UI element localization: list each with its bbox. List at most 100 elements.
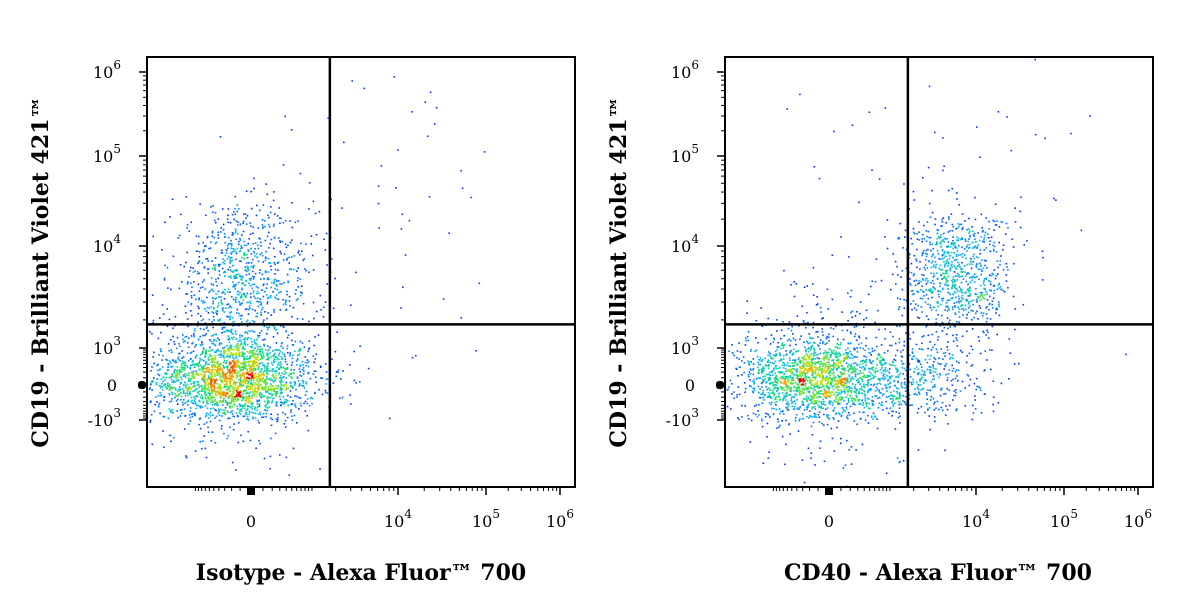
event-dot	[817, 303, 819, 305]
event-dot	[753, 389, 756, 391]
event-dot	[746, 312, 748, 314]
event-dot	[267, 389, 269, 392]
event-dot	[869, 368, 871, 370]
event-dot	[203, 266, 206, 268]
event-dot	[940, 274, 942, 276]
event-dot	[905, 404, 908, 406]
event-dot	[964, 220, 966, 222]
event-dot	[937, 229, 939, 232]
event-dot	[194, 414, 196, 417]
event-dot	[272, 375, 275, 378]
event-dot	[929, 243, 931, 246]
event-dot	[248, 351, 251, 353]
event-dot	[903, 344, 905, 347]
event-dot	[747, 418, 750, 420]
event-dot	[886, 219, 889, 221]
event-dot	[930, 395, 933, 398]
event-dot	[195, 395, 197, 398]
event-dot	[302, 367, 305, 369]
event-dot	[870, 354, 872, 356]
event-dot	[247, 373, 250, 376]
event-dot	[849, 377, 852, 380]
event-dot	[947, 373, 949, 375]
event-dot	[958, 286, 961, 288]
event-dot	[190, 310, 192, 312]
event-dot	[891, 273, 894, 276]
event-dot	[217, 412, 220, 415]
event-dot	[989, 289, 991, 292]
event-dot	[951, 370, 954, 372]
event-dot	[273, 377, 276, 379]
event-dot	[317, 334, 320, 336]
event-dot	[728, 386, 730, 388]
event-dot	[209, 355, 212, 357]
event-dot	[285, 387, 287, 389]
event-dot	[294, 381, 296, 383]
event-dot	[285, 456, 288, 459]
event-dot	[312, 373, 315, 375]
event-dot	[913, 199, 916, 201]
event-dot	[210, 340, 212, 343]
event-dot	[272, 336, 275, 338]
event-dot	[749, 368, 752, 370]
event-dot	[221, 328, 224, 330]
event-dot	[229, 383, 232, 386]
event-dot	[293, 414, 296, 417]
event-dot	[229, 426, 231, 429]
event-dot	[763, 399, 765, 401]
event-dot	[262, 387, 264, 390]
event-dot	[956, 321, 958, 323]
event-dot	[174, 361, 176, 364]
event-dot	[243, 252, 246, 255]
event-dot	[239, 343, 242, 345]
event-dot	[897, 238, 900, 240]
event-dot	[815, 416, 818, 418]
event-dot	[218, 339, 220, 341]
event-dot	[243, 397, 245, 399]
event-dot	[167, 366, 169, 368]
event-dot	[251, 396, 253, 398]
event-dot	[168, 318, 171, 321]
event-dot	[257, 336, 259, 339]
event-dot	[894, 428, 897, 430]
event-dot	[939, 258, 941, 260]
event-dot	[929, 341, 931, 343]
event-dot	[276, 370, 278, 373]
event-dot	[903, 340, 906, 343]
event-dot	[460, 169, 462, 172]
event-dot	[914, 284, 917, 287]
event-dot	[170, 411, 173, 414]
event-dot	[982, 229, 984, 232]
event-dot	[831, 404, 834, 407]
event-dot	[292, 386, 294, 388]
event-dot	[974, 238, 976, 240]
event-dot	[790, 398, 793, 400]
event-dot	[911, 348, 914, 350]
event-dot	[235, 400, 238, 402]
event-dot	[238, 412, 241, 414]
event-dot	[232, 391, 235, 394]
event-dot	[854, 387, 856, 390]
event-dot	[241, 405, 243, 407]
event-dot	[266, 333, 268, 335]
event-dot	[260, 302, 263, 305]
event-dot	[263, 364, 265, 366]
event-dot	[233, 381, 235, 384]
event-dot	[877, 309, 879, 312]
event-dot	[214, 358, 216, 361]
event-dot	[265, 415, 267, 418]
event-dot	[812, 326, 814, 329]
event-dot	[884, 377, 887, 380]
event-dot	[878, 353, 880, 355]
event-dot	[173, 343, 176, 345]
event-dot	[170, 349, 173, 351]
event-dot	[195, 364, 197, 366]
event-dot	[987, 237, 990, 239]
event-dot	[201, 281, 204, 283]
event-dot	[201, 286, 204, 288]
event-dot	[844, 410, 846, 413]
event-dot	[184, 362, 187, 365]
event-dot	[250, 190, 252, 193]
event-dot	[215, 293, 217, 295]
event-dot	[299, 294, 302, 297]
